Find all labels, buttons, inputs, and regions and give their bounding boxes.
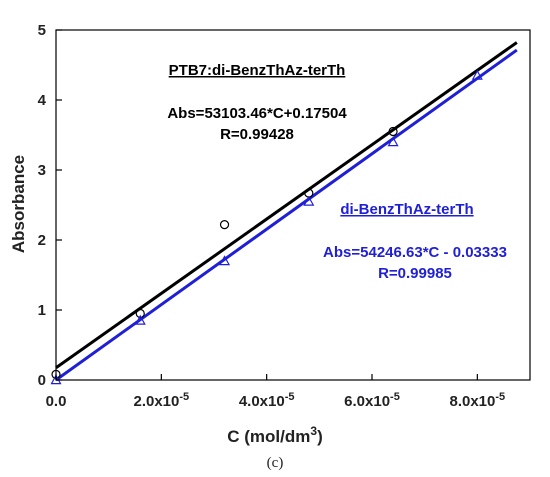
data-point-series-1 bbox=[219, 220, 230, 230]
y-tick-label: 1 bbox=[38, 302, 46, 319]
x-axis-ticks: 0.0 2.0x10-5 4.0x10-5 6.0x10-5 8.0x10-5 bbox=[46, 374, 505, 410]
y-tick-label: 0 bbox=[38, 372, 46, 389]
series-2-name: di-BenzThAz-terTh bbox=[340, 201, 473, 218]
fit-lines bbox=[55, 41, 518, 382]
x-tick-label: 6.0x10-5 bbox=[344, 391, 400, 410]
fit-line-series-1 bbox=[55, 41, 518, 369]
series-2-r: R=0.99985 bbox=[378, 265, 452, 282]
data-point-series-2 bbox=[219, 255, 231, 266]
series-1-name: PTB7:di-BenzThAz-terTh bbox=[169, 62, 346, 79]
x-axis-label: C (mol/dm3) bbox=[227, 424, 322, 446]
x-tick-label: 0.0 bbox=[46, 393, 67, 410]
x-tick-label: 2.0x10-5 bbox=[133, 391, 189, 410]
x-tick-label: 4.0x10-5 bbox=[239, 391, 295, 410]
x-tick-label: 8.0x10-5 bbox=[449, 391, 505, 410]
data-point-series-2 bbox=[387, 136, 399, 147]
y-tick-label: 3 bbox=[38, 162, 46, 179]
fit-line-series-2 bbox=[55, 48, 518, 382]
data-markers bbox=[50, 69, 483, 385]
series-2-equation: Abs=54246.63*C - 0.03333 bbox=[323, 244, 507, 261]
y-tick-label: 5 bbox=[38, 22, 46, 39]
data-point-series-2 bbox=[471, 69, 483, 80]
series-1-r: R=0.99428 bbox=[220, 126, 294, 143]
data-point-series-1 bbox=[135, 308, 145, 319]
data-point-series-1 bbox=[388, 126, 398, 137]
series-1-equation: Abs=53103.46*C+0.17504 bbox=[167, 105, 347, 122]
plot-frame bbox=[55, 29, 531, 381]
data-point-series-2 bbox=[134, 314, 146, 325]
panel-label: (c) bbox=[267, 455, 284, 471]
y-tick-label: 4 bbox=[38, 92, 47, 109]
y-axis-label: Absorbance bbox=[9, 155, 28, 253]
data-point-series-2 bbox=[303, 195, 315, 206]
y-tick-label: 2 bbox=[38, 232, 46, 249]
y-axis-ticks: 0 1 2 3 4 5 bbox=[38, 22, 62, 389]
